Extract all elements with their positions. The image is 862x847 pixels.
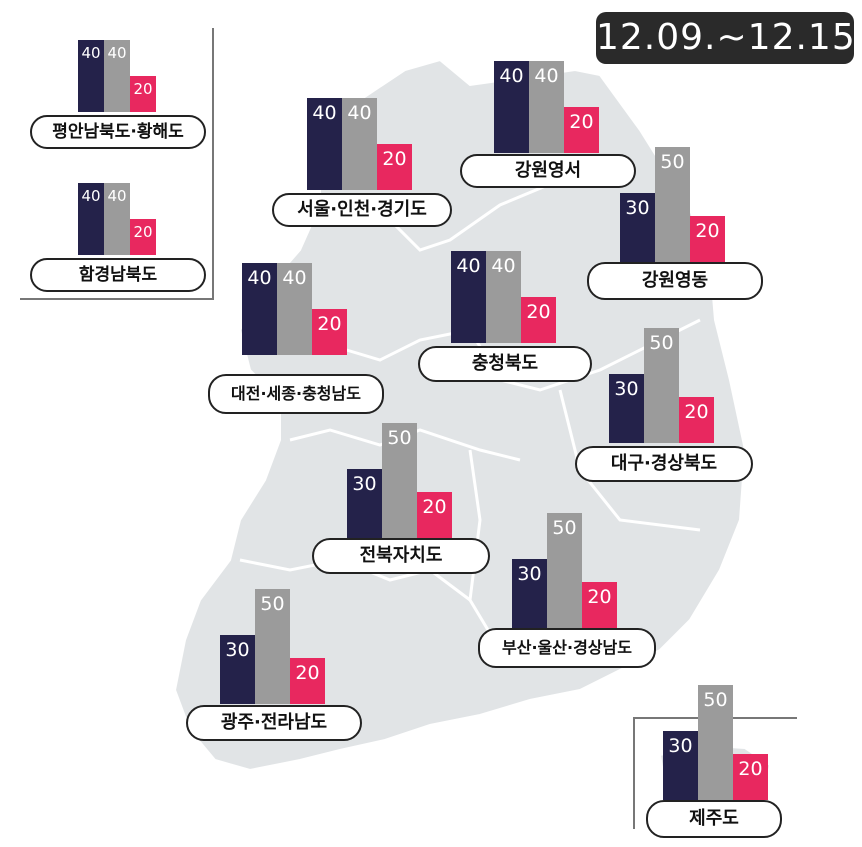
bar: 40	[78, 40, 104, 112]
bar-value-label: 40	[312, 102, 337, 124]
bar-group: 40 40 20	[307, 0, 412, 190]
bar: 30	[620, 193, 655, 262]
bar-group: 30 50 20	[609, 0, 714, 443]
bar: 40	[277, 263, 312, 355]
region-label: 대구·경상북도	[575, 446, 753, 482]
bar: 40	[342, 98, 377, 190]
bar: 40	[104, 183, 130, 255]
bar-value-label: 20	[684, 401, 709, 423]
bar-group: 40 40 20	[242, 0, 347, 355]
bar-value-label: 50	[260, 593, 285, 615]
bar: 40	[529, 61, 564, 153]
date-range-badge: 12.09.~12.15.	[596, 12, 862, 64]
bar: 40	[242, 263, 277, 355]
bar: 30	[512, 559, 547, 628]
bar: 40	[78, 183, 104, 255]
bar-value-label: 30	[225, 639, 250, 661]
region-label: 함경남북도	[30, 258, 206, 292]
bar-value-label: 30	[625, 197, 650, 219]
bar: 50	[547, 513, 582, 628]
bar: 20	[377, 144, 412, 190]
bar-group: 40 40 20	[78, 0, 156, 112]
bar: 30	[663, 731, 698, 800]
bar: 30	[220, 635, 255, 704]
bar-value-label: 30	[352, 473, 377, 495]
bar-value-label: 40	[347, 102, 372, 124]
bar-value-label: 20	[526, 301, 551, 323]
bar-value-label: 50	[649, 332, 674, 354]
bar: 20	[521, 297, 556, 343]
bar: 40	[486, 251, 521, 343]
bar: 50	[698, 685, 733, 800]
north-inset-frame	[20, 28, 214, 300]
bar: 40	[307, 98, 342, 190]
region-label: 평안남북도·황해도	[30, 115, 206, 149]
bar-value-label: 20	[317, 313, 342, 335]
bar: 20	[417, 492, 452, 538]
region-label: 대전·세종·충청남도	[208, 374, 384, 414]
bar-value-label: 20	[738, 758, 763, 780]
bar: 50	[382, 423, 417, 538]
bar: 30	[347, 469, 382, 538]
bar-group: 40 40 20	[78, 0, 156, 255]
bar-value-label: 40	[247, 267, 272, 289]
bar-value-label: 20	[695, 220, 720, 242]
bar: 20	[690, 216, 725, 262]
bar: 50	[644, 328, 679, 443]
bar: 20	[733, 754, 768, 800]
region-label: 제주도	[646, 800, 782, 838]
bar-value-label: 20	[133, 223, 153, 241]
bar-value-label: 50	[703, 689, 728, 711]
bar: 30	[609, 374, 644, 443]
region-label: 서울·인천·경기도	[272, 193, 452, 227]
bar-value-label: 50	[387, 427, 412, 449]
bar: 20	[679, 397, 714, 443]
bar-value-label: 20	[295, 662, 320, 684]
bar-value-label: 20	[382, 148, 407, 170]
bar: 20	[290, 658, 325, 704]
bar-group: 30 50 20	[512, 0, 617, 628]
bar-group: 30 50 20	[347, 0, 452, 538]
bar-value-label: 30	[668, 735, 693, 757]
bar: 20	[312, 309, 347, 355]
bar: 20	[564, 107, 599, 153]
bar: 40	[451, 251, 486, 343]
bar-value-label: 30	[517, 563, 542, 585]
bar: 50	[655, 147, 690, 262]
bar: 40	[104, 40, 130, 112]
bar-value-label: 40	[282, 267, 307, 289]
region-label: 강원영동	[587, 262, 763, 300]
bar-value-label: 40	[81, 187, 101, 205]
bar-group: 40 40 20	[494, 0, 599, 153]
bar: 20	[582, 582, 617, 628]
bar-value-label: 20	[587, 586, 612, 608]
bar-group: 30 50 20	[620, 0, 725, 262]
region-label: 광주·전라남도	[186, 705, 362, 741]
bar: 20	[130, 219, 156, 255]
bar-value-label: 50	[660, 151, 685, 173]
region-label: 충청북도	[418, 346, 592, 382]
bar-group: 40 40 20	[451, 0, 556, 343]
bar-value-label: 20	[422, 496, 447, 518]
bar-value-label: 30	[614, 378, 639, 400]
bar-value-label: 40	[456, 255, 481, 277]
bar-group: 30 50 20	[663, 0, 768, 800]
bar-value-label: 20	[133, 80, 153, 98]
bar-value-label: 40	[81, 44, 101, 62]
bar: 50	[255, 589, 290, 704]
region-label: 부산·울산·경상남도	[478, 628, 656, 668]
region-label: 전북자치도	[312, 538, 490, 574]
bar-value-label: 40	[107, 44, 127, 62]
bar: 20	[130, 76, 156, 112]
bar-value-label: 20	[569, 111, 594, 133]
bar-value-label: 40	[491, 255, 516, 277]
bar-value-label: 40	[499, 65, 524, 87]
bar-value-label: 40	[107, 187, 127, 205]
bar-group: 30 50 20	[220, 0, 325, 704]
region-label: 강원영서	[460, 154, 636, 188]
bar-value-label: 50	[552, 517, 577, 539]
bar-value-label: 40	[534, 65, 559, 87]
bar: 40	[494, 61, 529, 153]
